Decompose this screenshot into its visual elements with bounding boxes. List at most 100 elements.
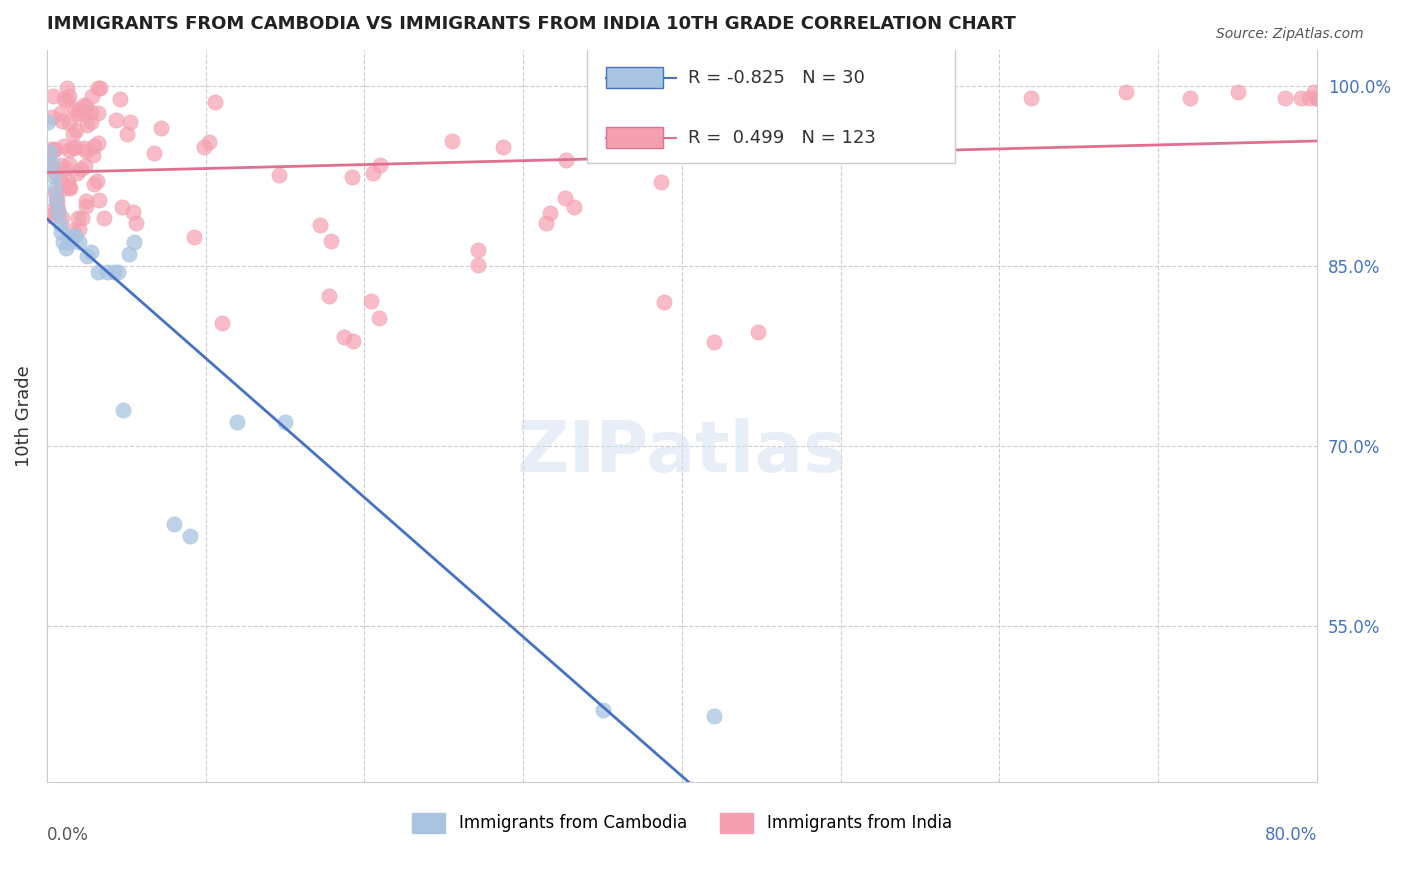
Point	[1226, 85, 1249, 99]
Point	[51, 105, 73, 120]
Point	[308, 218, 330, 232]
Point	[45, 193, 67, 207]
Point	[747, 326, 769, 340]
Point	[82, 89, 104, 103]
Point	[652, 295, 675, 310]
Point	[73, 160, 96, 174]
Point	[703, 335, 725, 350]
Point	[650, 175, 672, 189]
Point	[44, 181, 66, 195]
Bar	[606, 128, 662, 148]
Point	[52, 93, 75, 107]
Point	[65, 122, 87, 136]
Point	[87, 193, 110, 207]
Point	[342, 170, 364, 185]
Point	[55, 80, 77, 95]
Point	[75, 199, 97, 213]
Point	[1306, 91, 1329, 105]
Point	[41, 157, 63, 171]
Point	[87, 81, 110, 95]
Point	[63, 141, 86, 155]
Point	[76, 249, 98, 263]
Point	[75, 194, 97, 208]
Point	[492, 140, 515, 154]
Point	[107, 265, 129, 279]
Point	[361, 166, 384, 180]
Point	[368, 310, 391, 325]
Point	[441, 134, 464, 148]
Point	[39, 145, 62, 159]
Point	[1306, 91, 1329, 105]
Point	[46, 194, 69, 208]
Point	[121, 205, 143, 219]
Point	[554, 153, 576, 168]
Point	[108, 92, 131, 106]
Point	[1306, 91, 1329, 105]
Point	[80, 244, 103, 259]
Point	[86, 265, 108, 279]
Point	[69, 161, 91, 176]
Point	[62, 127, 84, 141]
Point	[83, 178, 105, 192]
Point	[49, 158, 72, 172]
Point	[46, 202, 69, 217]
Point	[73, 98, 96, 112]
Point	[198, 135, 221, 149]
Point	[44, 186, 66, 200]
Point	[118, 114, 141, 128]
Point	[1306, 91, 1329, 105]
Point	[67, 222, 90, 236]
Point	[51, 211, 73, 226]
Point	[467, 258, 489, 272]
Point	[87, 106, 110, 120]
Point	[118, 247, 141, 261]
Point	[1298, 91, 1320, 105]
Bar	[606, 68, 662, 88]
Point	[46, 207, 69, 221]
Point	[66, 166, 89, 180]
Point	[142, 146, 165, 161]
Point	[67, 103, 90, 118]
Point	[538, 206, 561, 220]
Point	[204, 95, 226, 109]
Point	[111, 200, 134, 214]
Point	[80, 114, 103, 128]
Point	[333, 330, 356, 344]
Point	[269, 169, 291, 183]
Point	[193, 139, 215, 153]
Point	[274, 415, 297, 429]
Point	[360, 293, 382, 308]
Point	[51, 225, 73, 239]
Text: R = -0.825   N = 30: R = -0.825 N = 30	[689, 69, 865, 87]
Point	[49, 172, 72, 186]
Point	[125, 216, 148, 230]
Point	[37, 155, 59, 169]
Point	[51, 114, 73, 128]
Point	[52, 235, 75, 249]
Point	[122, 235, 145, 249]
Point	[65, 228, 87, 243]
Point	[318, 288, 340, 302]
Point	[1115, 85, 1137, 99]
Point	[39, 142, 62, 156]
Point	[42, 169, 65, 183]
Point	[89, 81, 111, 95]
Point	[96, 265, 118, 279]
Point	[38, 148, 60, 162]
Point	[103, 265, 125, 279]
Point	[58, 235, 80, 249]
Point	[41, 111, 63, 125]
Point	[58, 144, 80, 158]
Point	[82, 148, 104, 162]
Point	[1019, 91, 1042, 105]
Point	[1306, 91, 1329, 105]
Y-axis label: 10th Grade: 10th Grade	[15, 365, 32, 467]
Point	[1302, 85, 1324, 99]
Point	[1274, 91, 1296, 105]
Point	[65, 140, 87, 154]
Point	[467, 243, 489, 257]
Point	[58, 116, 80, 130]
Text: 0.0%: 0.0%	[46, 826, 89, 844]
Point	[112, 403, 135, 417]
Point	[80, 104, 103, 119]
